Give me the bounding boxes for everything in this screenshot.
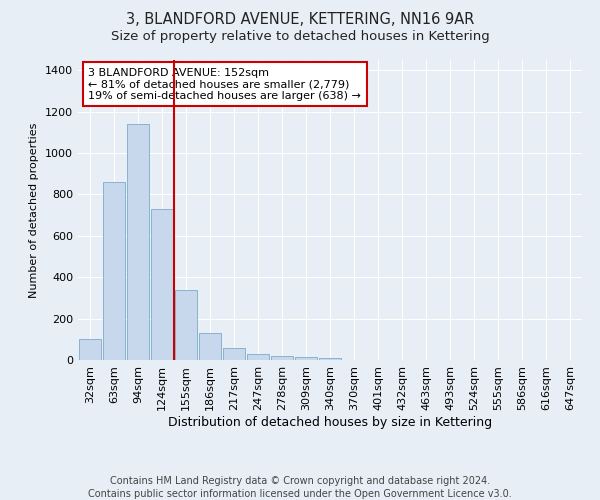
Bar bbox=[103, 182, 125, 360]
Bar bbox=[271, 356, 293, 360]
Y-axis label: Number of detached properties: Number of detached properties bbox=[29, 122, 40, 298]
Text: Contains public sector information licensed under the Open Government Licence v3: Contains public sector information licen… bbox=[88, 489, 512, 499]
Bar bbox=[175, 290, 197, 360]
Text: Contains HM Land Registry data © Crown copyright and database right 2024.: Contains HM Land Registry data © Crown c… bbox=[110, 476, 490, 486]
Bar bbox=[319, 358, 341, 360]
X-axis label: Distribution of detached houses by size in Kettering: Distribution of detached houses by size … bbox=[168, 416, 492, 428]
Bar bbox=[79, 340, 101, 360]
Bar bbox=[127, 124, 149, 360]
Bar bbox=[199, 333, 221, 360]
Text: 3 BLANDFORD AVENUE: 152sqm
← 81% of detached houses are smaller (2,779)
19% of s: 3 BLANDFORD AVENUE: 152sqm ← 81% of deta… bbox=[88, 68, 361, 100]
Bar bbox=[223, 348, 245, 360]
Text: Size of property relative to detached houses in Kettering: Size of property relative to detached ho… bbox=[110, 30, 490, 43]
Bar bbox=[295, 357, 317, 360]
Bar bbox=[151, 209, 173, 360]
Text: 3, BLANDFORD AVENUE, KETTERING, NN16 9AR: 3, BLANDFORD AVENUE, KETTERING, NN16 9AR bbox=[126, 12, 474, 28]
Bar bbox=[247, 354, 269, 360]
